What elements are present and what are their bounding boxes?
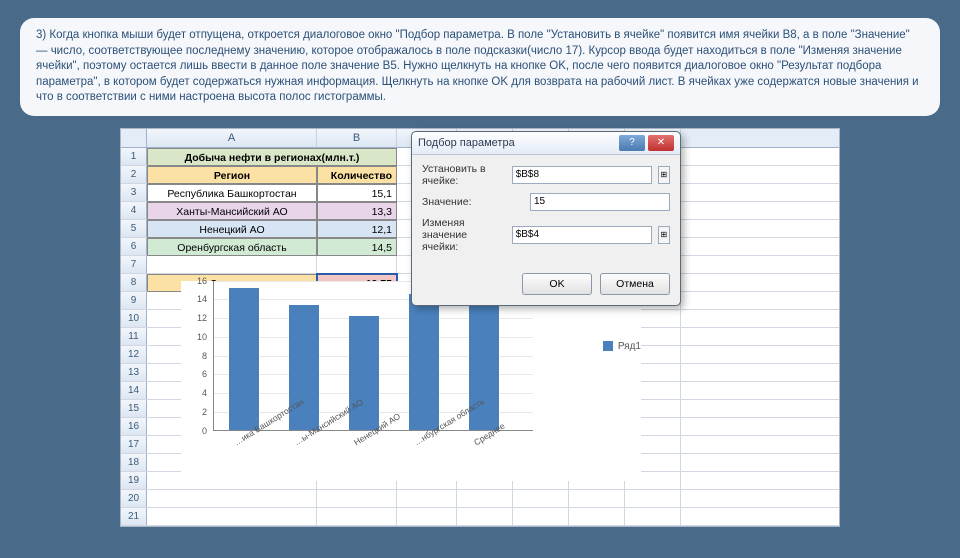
range-picker-icon[interactable]: ⊞ bbox=[658, 226, 670, 244]
dialog-label-1: Значение: bbox=[422, 196, 524, 208]
legend-swatch bbox=[603, 341, 613, 351]
y-tick: 8 bbox=[202, 351, 207, 361]
cell-E21[interactable] bbox=[513, 508, 569, 526]
row-header-21[interactable]: 21 bbox=[121, 508, 147, 525]
dialog-row-1: Значение: bbox=[422, 193, 670, 211]
cell-G20[interactable] bbox=[625, 490, 681, 508]
row-header-13[interactable]: 13 bbox=[121, 364, 147, 381]
dialog-row-0: Установить в ячейке: ⊞ bbox=[422, 163, 670, 187]
bar-0[interactable] bbox=[229, 288, 259, 430]
cell-C21[interactable] bbox=[397, 508, 457, 526]
cell-A5[interactable]: Ненецкий АО bbox=[147, 220, 317, 238]
row-header-18[interactable]: 18 bbox=[121, 454, 147, 471]
row-header-10[interactable]: 10 bbox=[121, 310, 147, 327]
cell-B21[interactable] bbox=[317, 508, 397, 526]
y-tick: 14 bbox=[197, 294, 207, 304]
row-header-14[interactable]: 14 bbox=[121, 382, 147, 399]
row-header-12[interactable]: 12 bbox=[121, 346, 147, 363]
col-header-B[interactable]: B bbox=[317, 129, 397, 147]
dialog-input-0[interactable] bbox=[512, 166, 652, 184]
y-tick: 6 bbox=[202, 369, 207, 379]
dialog-titlebar[interactable]: Подбор параметра ? ✕ bbox=[412, 132, 680, 155]
row-header-20[interactable]: 20 bbox=[121, 490, 147, 507]
cell-B20[interactable] bbox=[317, 490, 397, 508]
cancel-button[interactable]: Отмена bbox=[600, 273, 670, 295]
instruction-text: 3) Когда кнопка мыши будет отпущена, отк… bbox=[36, 29, 919, 103]
row-header-16[interactable]: 16 bbox=[121, 418, 147, 435]
range-picker-icon[interactable]: ⊞ bbox=[658, 166, 670, 184]
dialog-label-2: Изменяя значение ячейки: bbox=[422, 217, 506, 253]
cell-A3[interactable]: Республика Башкортостан bbox=[147, 184, 317, 202]
cell-B3[interactable]: 15,1 bbox=[317, 184, 397, 202]
row-21: 21 bbox=[121, 508, 839, 526]
cell-C20[interactable] bbox=[397, 490, 457, 508]
cell-A21[interactable] bbox=[147, 508, 317, 526]
bar-2[interactable] bbox=[349, 316, 379, 429]
cell-G21[interactable] bbox=[625, 508, 681, 526]
chart-y-axis: 0246810121416 bbox=[181, 281, 211, 431]
cell-B2[interactable]: Количество bbox=[317, 166, 397, 184]
ok-button[interactable]: OK bbox=[522, 273, 592, 295]
row-header-15[interactable]: 15 bbox=[121, 400, 147, 417]
spreadsheet: A B C D E F G 1Добыча нефти в регионах(м… bbox=[120, 128, 840, 527]
chart-legend: Ряд1 bbox=[603, 341, 641, 352]
close-icon[interactable]: ✕ bbox=[648, 135, 674, 151]
row-header-3[interactable]: 3 bbox=[121, 184, 147, 201]
row-header-2[interactable]: 2 bbox=[121, 166, 147, 183]
chart-x-labels: …ика Башкортостан…ы-Мансийский АОНенецки… bbox=[213, 433, 533, 483]
cell-D20[interactable] bbox=[457, 490, 513, 508]
y-tick: 16 bbox=[197, 276, 207, 286]
row-header-11[interactable]: 11 bbox=[121, 328, 147, 345]
dialog-input-1[interactable] bbox=[530, 193, 670, 211]
cell-B7[interactable] bbox=[317, 256, 397, 274]
y-tick: 4 bbox=[202, 388, 207, 398]
row-header-9[interactable]: 9 bbox=[121, 292, 147, 309]
y-tick: 0 bbox=[202, 426, 207, 436]
bar-3[interactable] bbox=[409, 294, 439, 430]
dialog-body: Установить в ячейке: ⊞ Значение: Изменяя зн… bbox=[412, 155, 680, 267]
cell-A7[interactable] bbox=[147, 256, 317, 274]
row-header-17[interactable]: 17 bbox=[121, 436, 147, 453]
cell-F21[interactable] bbox=[569, 508, 625, 526]
goal-seek-dialog[interactable]: Подбор параметра ? ✕ Установить в ячейке… bbox=[411, 131, 681, 306]
y-tick: 12 bbox=[197, 313, 207, 323]
row-header-6[interactable]: 6 bbox=[121, 238, 147, 255]
cell-A1[interactable]: Добыча нефти в регионах(млн.т.) bbox=[147, 148, 397, 166]
row-header-8[interactable]: 8 bbox=[121, 274, 147, 291]
dialog-label-0: Установить в ячейке: bbox=[422, 163, 506, 187]
row-header-5[interactable]: 5 bbox=[121, 220, 147, 237]
row-header-19[interactable]: 19 bbox=[121, 472, 147, 489]
dialog-row-2: Изменяя значение ячейки: ⊞ bbox=[422, 217, 670, 253]
dialog-input-2[interactable] bbox=[512, 226, 652, 244]
cell-A6[interactable]: Оренбургская область bbox=[147, 238, 317, 256]
legend-label: Ряд1 bbox=[618, 341, 641, 352]
row-20: 20 bbox=[121, 490, 839, 508]
dialog-title: Подбор параметра bbox=[418, 137, 515, 149]
cell-A20[interactable] bbox=[147, 490, 317, 508]
cell-B6[interactable]: 14,5 bbox=[317, 238, 397, 256]
cell-B4[interactable]: 13,3 bbox=[317, 202, 397, 220]
cell-B5[interactable]: 12,1 bbox=[317, 220, 397, 238]
cell-A2[interactable]: Регион bbox=[147, 166, 317, 184]
cell-E20[interactable] bbox=[513, 490, 569, 508]
cell-D21[interactable] bbox=[457, 508, 513, 526]
row-header-1[interactable]: 1 bbox=[121, 148, 147, 165]
row-header-7[interactable]: 7 bbox=[121, 256, 147, 273]
y-tick: 2 bbox=[202, 407, 207, 417]
cell-A4[interactable]: Ханты-Мансийский АО bbox=[147, 202, 317, 220]
y-tick: 10 bbox=[197, 332, 207, 342]
bar-chart[interactable]: 0246810121416 …ика Башкортостан…ы-Мансий… bbox=[181, 281, 641, 481]
col-header-A[interactable]: A bbox=[147, 129, 317, 147]
instruction-panel: 3) Когда кнопка мыши будет отпущена, отк… bbox=[20, 18, 940, 116]
row-header-4[interactable]: 4 bbox=[121, 202, 147, 219]
cell-F20[interactable] bbox=[569, 490, 625, 508]
help-icon[interactable]: ? bbox=[619, 135, 645, 151]
select-all-corner[interactable] bbox=[121, 129, 147, 147]
dialog-footer: OK Отмена bbox=[412, 267, 680, 305]
